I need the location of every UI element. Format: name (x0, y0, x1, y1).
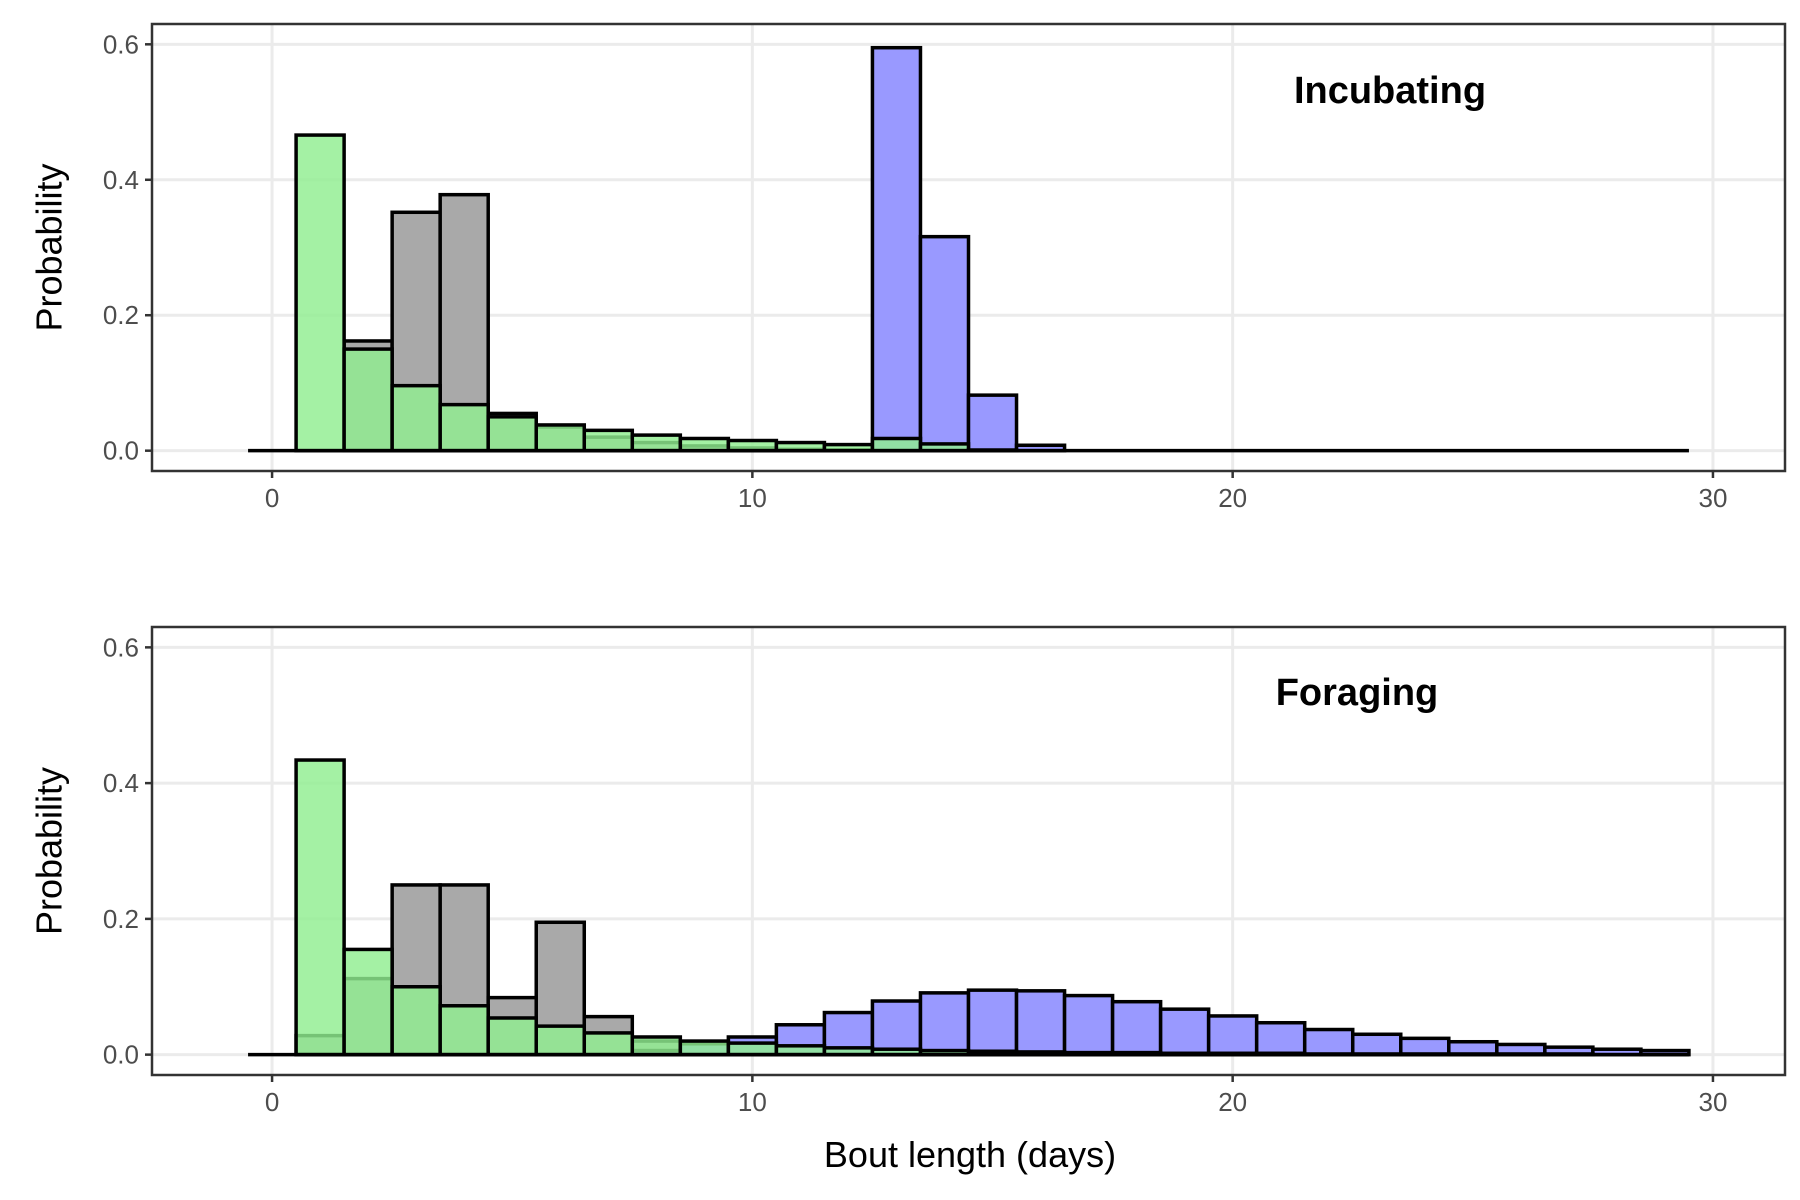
x-tick-label: 20 (1218, 1087, 1247, 1117)
panel-incubating: 0.0 0.2 0.4 0.6 0 10 20 30 Probability Incubating (29, 22, 1787, 513)
panel-frame (150, 22, 1787, 473)
bar (342, 947, 394, 1057)
bar (1302, 1027, 1355, 1057)
bar (1206, 1014, 1259, 1057)
bar (534, 1024, 587, 1057)
y-tick-label: 0.0 (103, 436, 139, 466)
bar (294, 133, 346, 453)
y-tick-label: 0.2 (103, 300, 139, 330)
x-tick-label: 10 (738, 1087, 767, 1117)
panel-title: Foraging (1276, 672, 1439, 714)
bar (918, 991, 971, 1057)
y-tick-label: 0.4 (103, 165, 139, 195)
y-tick-label: 0.4 (103, 768, 139, 798)
x-tick-label: 30 (1698, 483, 1727, 513)
bar (678, 436, 731, 453)
bar (1062, 993, 1115, 1057)
bar-series (294, 133, 1019, 453)
bar (966, 393, 1019, 453)
bar (870, 999, 923, 1057)
bar (1254, 1020, 1307, 1057)
bar (390, 985, 442, 1057)
bar (582, 428, 635, 453)
bar (390, 383, 442, 453)
x-axis-title: Bout length (days) (824, 1134, 1116, 1175)
bar (1110, 999, 1163, 1057)
bar (630, 433, 683, 453)
bar (630, 1035, 683, 1057)
y-axis-title: Probability (29, 163, 70, 331)
y-tick-label: 0.6 (103, 29, 139, 59)
bar-series (294, 758, 1595, 1057)
bar (486, 415, 538, 453)
y-tick-label: 0.2 (103, 904, 139, 934)
bar (1014, 989, 1067, 1057)
bar (966, 988, 1019, 1057)
bar (1158, 1007, 1211, 1057)
bar (678, 1039, 731, 1057)
y-axis-title: Probability (29, 767, 70, 935)
bar (1399, 1036, 1451, 1057)
panel-foraging: 0.0 0.2 0.4 0.6 0 10 20 30 Probability Foraging (29, 625, 1787, 1117)
bar (294, 758, 346, 1057)
bar (918, 234, 971, 453)
x-tick-label: 0 (265, 1087, 279, 1117)
x-tick-label: 20 (1218, 483, 1247, 513)
bar (342, 347, 394, 453)
panel-title: Incubating (1294, 70, 1486, 112)
bar (438, 1004, 490, 1057)
bar (582, 1031, 635, 1057)
bar (534, 423, 587, 453)
y-tick-label: 0.6 (103, 632, 139, 662)
bar (438, 402, 490, 453)
y-tick-label: 0.0 (103, 1040, 139, 1070)
x-tick-label: 30 (1698, 1087, 1727, 1117)
x-tick-label: 10 (738, 483, 767, 513)
bar-series (870, 45, 1067, 453)
bar (870, 436, 923, 453)
bar (1350, 1032, 1403, 1057)
x-tick-label: 0 (265, 483, 279, 513)
bar (486, 1016, 538, 1057)
panel-frame (150, 625, 1787, 1077)
bar (870, 45, 923, 453)
